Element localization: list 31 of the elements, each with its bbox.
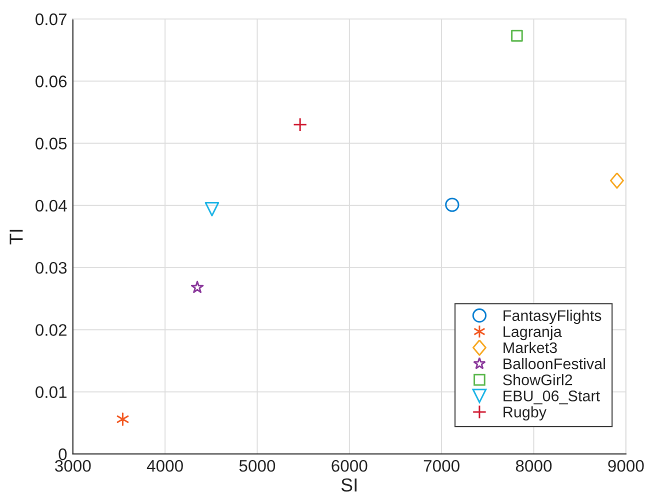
x-tick-label: 6000 [332, 460, 368, 472]
point [610, 172, 624, 189]
legend-label: ShowGirl2 [503, 374, 572, 386]
y-tick-label: 0.03 [36, 262, 67, 274]
x-axis-title: SI [341, 478, 357, 492]
point [292, 118, 308, 132]
legend-label: FantasyFlights [504, 310, 602, 324]
legend-label: Lagranja [504, 326, 562, 340]
y-tick-label: 0 [58, 448, 67, 460]
y-axis-title: TI [10, 230, 23, 244]
x-tick-label: 7000 [424, 460, 460, 472]
point [116, 412, 129, 426]
point [204, 202, 220, 216]
point [190, 280, 204, 293]
x-tick-label: 5000 [239, 460, 276, 472]
y-tick-label: 0.06 [36, 76, 67, 88]
legend-label: Rugby [504, 406, 547, 420]
x-tick-label: 4000 [146, 460, 183, 472]
x-tick-label: 8000 [516, 460, 552, 472]
point [511, 30, 523, 42]
legend-label: Market3 [504, 342, 557, 354]
x-tick-label: 3000 [54, 460, 91, 472]
y-tick-label: 0.04 [36, 200, 67, 212]
y-tick-label: 0.01 [36, 386, 67, 398]
y-tick-label: 0.02 [36, 324, 66, 336]
y-tick-label: 0.05 [36, 138, 67, 150]
y-tick-label: 0.07 [36, 13, 66, 26]
point [445, 198, 460, 212]
legend-label: EBU_06_Start [504, 390, 600, 404]
x-tick-label: 9000 [608, 460, 644, 472]
legend-label: BalloonFestival [504, 358, 605, 370]
